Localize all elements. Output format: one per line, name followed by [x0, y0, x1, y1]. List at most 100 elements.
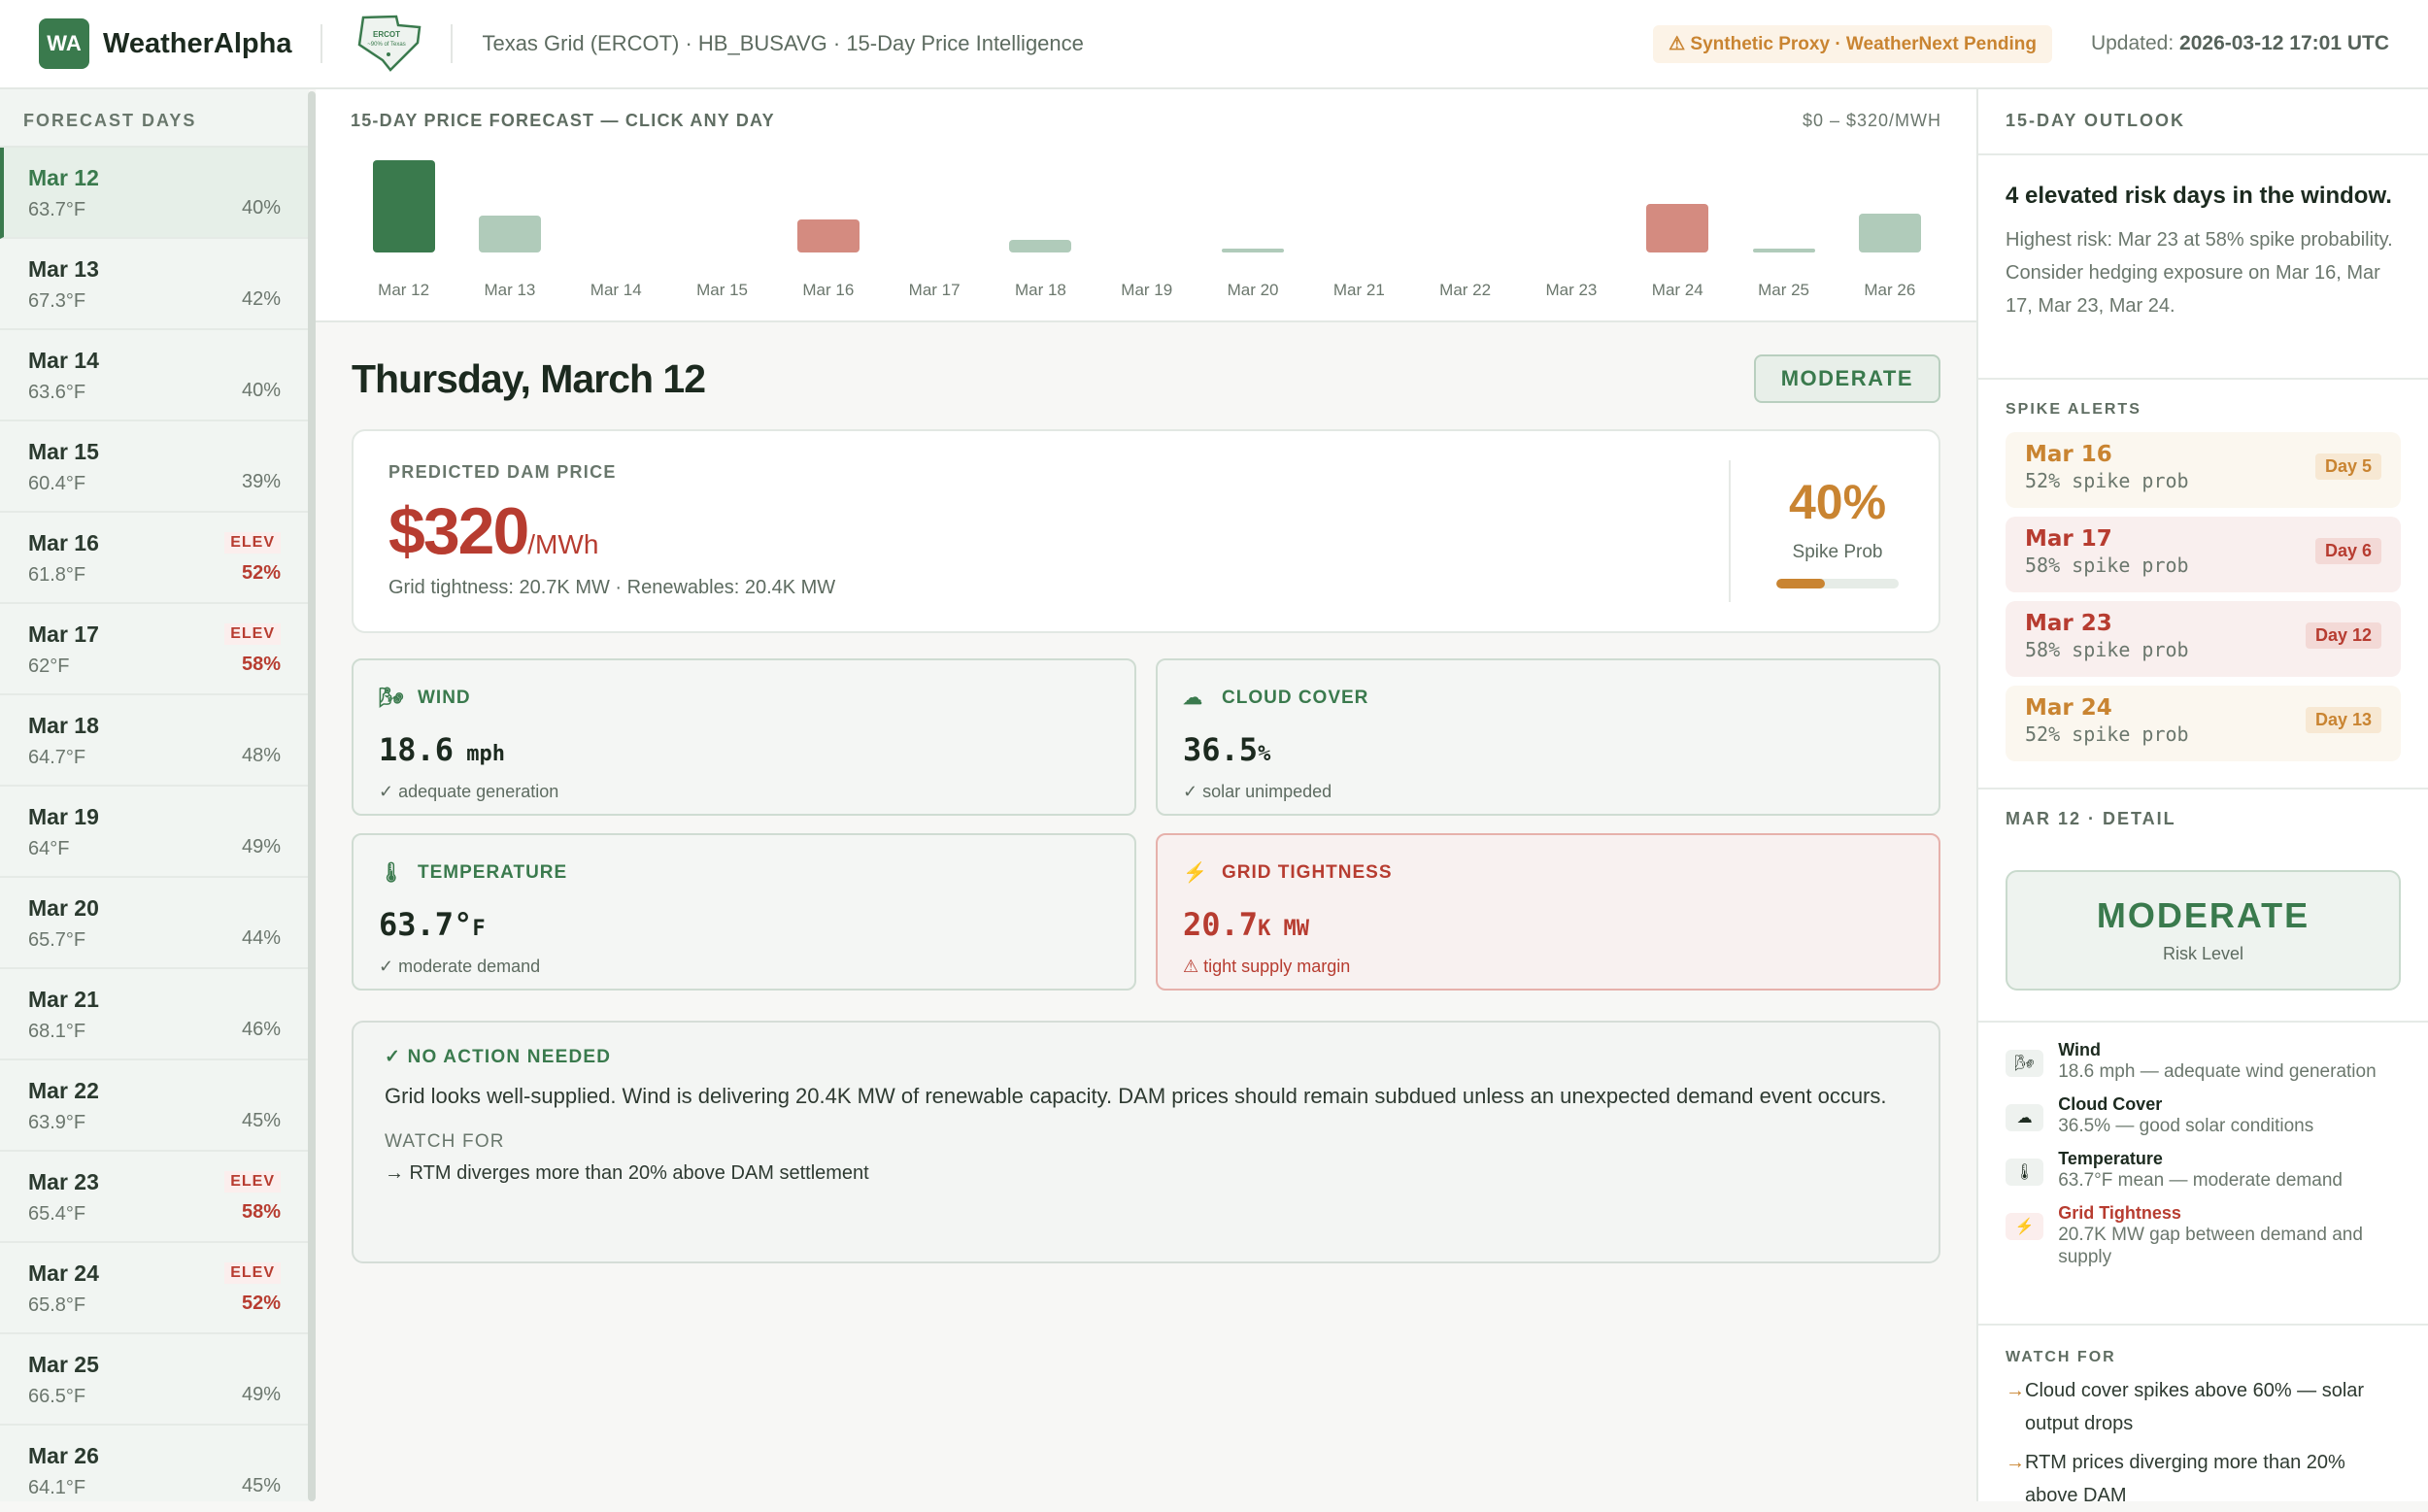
day-temperature: 68.1°F: [28, 1021, 86, 1042]
day-date: Mar 16: [28, 530, 99, 555]
detail-row: ⚡ Grid Tightness 20.7K MW gap between dema…: [2006, 1203, 2401, 1268]
detail-row: ☁ Cloud Cover 36.5% — good solar condition…: [2006, 1094, 2401, 1137]
detail-title: MAR 12 · DETAIL: [2006, 809, 2176, 828]
watch-for-item: → Cloud cover spikes above 60% — solar ou…: [2006, 1374, 2401, 1440]
detail-text: Temperature 63.7°F mean — moderate demand: [2058, 1149, 2401, 1192]
sidebar-day-mar-21[interactable]: Mar 21 68.1°F 46%: [0, 969, 309, 1060]
day-spike-prob: 52%: [241, 1293, 281, 1314]
chart-x-tick-label[interactable]: Mar 19: [1121, 281, 1173, 299]
risk-badge: MODERATE: [1753, 354, 1940, 403]
spike-prob-bar: [1776, 579, 1899, 588]
spike-alert-mar-17[interactable]: Mar 17 58% spike prob Day 6: [2006, 517, 2401, 592]
metric-header: 🌬 WIND: [379, 686, 1109, 710]
chart-x-tick-label[interactable]: Mar 23: [1545, 281, 1598, 299]
chart-bar-mar-26[interactable]: [1858, 213, 1921, 252]
chart-bar-mar-24[interactable]: [1646, 203, 1709, 252]
spike-alert-mar-16[interactable]: Mar 16 52% spike prob Day 5: [2006, 432, 2401, 508]
chart-bar-mar-20[interactable]: [1222, 249, 1285, 252]
chart-bar-mar-16[interactable]: [796, 218, 860, 252]
alert-date: Mar 23: [2025, 611, 2112, 636]
wind-icon: 🌬: [379, 688, 405, 709]
sidebar-day-mar-13[interactable]: Mar 13 67.3°F 42%: [0, 239, 309, 330]
chart-x-tick-label[interactable]: Mar 15: [696, 281, 748, 299]
detail-desc: 63.7°F mean — moderate demand: [2058, 1170, 2343, 1191]
day-temperature: 67.3°F: [28, 290, 86, 312]
elevated-badge: ELEV: [224, 1262, 281, 1284]
chart-x-tick-label[interactable]: Mar 12: [378, 281, 430, 299]
chart-bar-mar-12[interactable]: [372, 160, 435, 252]
metric-label: GRID TIGHTNESS: [1222, 861, 1393, 883]
spike-probability: 40% Spike Prob: [1733, 474, 1942, 588]
chart-x-tick-label[interactable]: Mar 22: [1439, 281, 1492, 299]
day-date: Mar 17: [28, 622, 99, 647]
sidebar-day-mar-26[interactable]: Mar 26 64.1°F 45%: [0, 1426, 309, 1501]
chart-x-tick-label[interactable]: Mar 14: [590, 281, 642, 299]
metric-header: ☁ CLOUD COVER: [1183, 686, 1913, 710]
day-temperature: 61.8°F: [28, 564, 86, 586]
action-recommendation: ✓ NO ACTION NEEDED Grid looks well-suppl…: [352, 1021, 1940, 1263]
chart-x-tick-label[interactable]: Mar 16: [802, 281, 855, 299]
detail-name: Cloud Cover: [2058, 1094, 2163, 1114]
price-subtext: Grid tightness: 20.7K MW · Renewables: 2…: [388, 577, 836, 598]
day-date: Mar 15: [28, 439, 99, 464]
metric-card-wind: 🌬 WIND 18.6 mph ✓ adequate generation: [352, 658, 1136, 816]
chart-x-tick-label[interactable]: Mar 21: [1332, 281, 1385, 299]
alert-day-badge: Day 6: [2314, 538, 2381, 564]
day-spike-prob: 49%: [241, 1384, 281, 1405]
detail-name: Temperature: [2058, 1149, 2163, 1168]
chart-x-tick-label[interactable]: Mar 20: [1227, 281, 1279, 299]
day-spike-prob: 58%: [241, 1201, 281, 1223]
sidebar-day-mar-15[interactable]: Mar 15 60.4°F 39%: [0, 421, 309, 513]
spike-alert-mar-24[interactable]: Mar 24 52% spike prob Day 13: [2006, 686, 2401, 761]
day-spike-prob: 49%: [241, 836, 281, 857]
spike-alerts-title: SPIKE ALERTS: [2006, 401, 2141, 418]
sidebar-day-mar-25[interactable]: Mar 25 66.5°F 49%: [0, 1334, 309, 1426]
sidebar-day-mar-16[interactable]: Mar 16 61.8°F ELEV 52%: [0, 513, 309, 604]
sidebar-title: FORECAST DAYS: [0, 89, 309, 148]
day-spike-prob: 52%: [241, 562, 281, 584]
day-temperature: 64.7°F: [28, 747, 86, 768]
price-forecast-chart: 15-DAY PRICE FORECAST — CLICK ANY DAY $0…: [316, 89, 1976, 322]
chart-bar-mar-18[interactable]: [1009, 239, 1072, 252]
day-spike-prob: 46%: [241, 1019, 281, 1040]
chart-x-tick-label[interactable]: Mar 17: [908, 281, 961, 299]
day-spike-prob: 39%: [241, 471, 281, 492]
spike-alert-mar-23[interactable]: Mar 23 58% spike prob Day 12: [2006, 601, 2401, 677]
alert-date: Mar 24: [2025, 695, 2112, 721]
sidebar-day-mar-12[interactable]: Mar 12 63.7°F 40%: [0, 148, 309, 239]
sidebar-scrollbar[interactable]: [308, 91, 316, 1501]
chart-x-tick-label[interactable]: Mar 24: [1651, 281, 1703, 299]
svg-text:~90% of Texas: ~90% of Texas: [368, 42, 406, 48]
day-temperature: 65.4°F: [28, 1203, 86, 1225]
chart-x-tick-label[interactable]: Mar 18: [1014, 281, 1066, 299]
sidebar-day-mar-14[interactable]: Mar 14 63.6°F 40%: [0, 330, 309, 421]
sidebar-day-mar-17[interactable]: Mar 17 62°F ELEV 58%: [0, 604, 309, 695]
metric-label: WIND: [418, 687, 471, 708]
sidebar-day-mar-23[interactable]: Mar 23 65.4°F ELEV 58%: [0, 1152, 309, 1243]
sidebar-day-mar-24[interactable]: Mar 24 65.8°F ELEV 52%: [0, 1243, 309, 1334]
day-temperature: 63.9°F: [28, 1112, 86, 1133]
detail-text: Wind 18.6 mph — adequate wind generation: [2058, 1040, 2401, 1083]
metric-value: 63.7°F: [379, 906, 1109, 943]
metric-header: ⚡ GRID TIGHTNESS: [1183, 860, 1913, 885]
sidebar-day-mar-18[interactable]: Mar 18 64.7°F 48%: [0, 695, 309, 787]
sidebar-day-mar-19[interactable]: Mar 19 64°F 49%: [0, 787, 309, 878]
texas-ercot-badge-icon: ERCOT ~90% of Texas: [358, 15, 422, 72]
metric-note: ✓ adequate generation: [379, 782, 559, 801]
day-date: Mar 24: [28, 1260, 99, 1286]
metric-note: ⚠ tight supply margin: [1183, 957, 1351, 976]
metric-header: 🌡 TEMPERATURE: [379, 860, 1109, 885]
metric-value: 36.5%: [1183, 731, 1913, 768]
chart-x-tick-label[interactable]: Mar 25: [1758, 281, 1809, 299]
alert-day-badge: Day 13: [2305, 707, 2381, 733]
sidebar-day-mar-20[interactable]: Mar 20 65.7°F 44%: [0, 878, 309, 969]
chart-x-tick-label[interactable]: Mar 13: [484, 281, 536, 299]
chart-bar-mar-13[interactable]: [478, 216, 541, 252]
chart-bar-mar-25[interactable]: [1752, 248, 1815, 252]
day-date: Mar 26: [28, 1443, 99, 1468]
day-spike-prob: 45%: [241, 1110, 281, 1131]
chart-title: 15-DAY PRICE FORECAST — CLICK ANY DAY: [351, 111, 775, 130]
svg-text:ERCOT: ERCOT: [373, 30, 400, 39]
chart-x-tick-label[interactable]: Mar 26: [1864, 281, 1916, 299]
sidebar-day-mar-22[interactable]: Mar 22 63.9°F 45%: [0, 1060, 309, 1152]
